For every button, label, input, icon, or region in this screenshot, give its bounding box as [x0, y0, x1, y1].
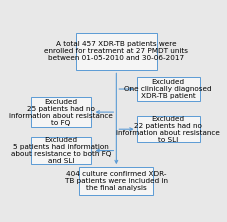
FancyBboxPatch shape — [137, 77, 200, 101]
FancyBboxPatch shape — [31, 137, 91, 164]
Text: Excluded
22 patients had no
information about resistance
to SLI: Excluded 22 patients had no information … — [116, 116, 220, 143]
Text: 404 culture confirmed XDR-
TB patients were included in
the final analysis: 404 culture confirmed XDR- TB patients w… — [65, 171, 168, 191]
Text: Excluded
5 patients had information
about resistance to both FQ
and SLI: Excluded 5 patients had information abou… — [11, 137, 111, 164]
FancyBboxPatch shape — [31, 97, 91, 127]
FancyBboxPatch shape — [76, 33, 157, 70]
Text: A total 457 XDR-TB patients were
enrolled for treatment at 27 PMDT units
between: A total 457 XDR-TB patients were enrolle… — [44, 42, 188, 61]
Text: Excluded
One clinically diagnosed
XDR-TB patient: Excluded One clinically diagnosed XDR-TB… — [124, 79, 212, 99]
FancyBboxPatch shape — [137, 116, 200, 143]
FancyBboxPatch shape — [79, 167, 153, 195]
Text: Excluded
25 patients had no
information about resistance
to FQ: Excluded 25 patients had no information … — [9, 99, 113, 126]
